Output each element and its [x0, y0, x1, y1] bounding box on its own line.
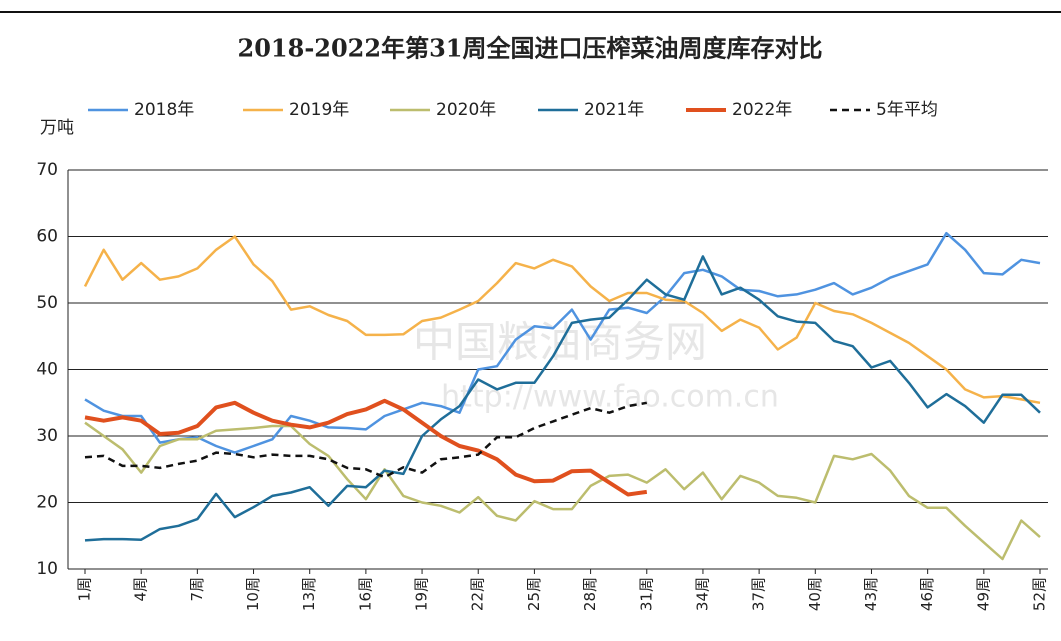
y-axis-label: 万吨	[40, 118, 74, 138]
y-tick-label: 60	[36, 227, 58, 247]
x-tick-label: 37周	[750, 577, 768, 611]
x-tick-label: 16周	[356, 577, 374, 611]
watermark: http://www.fao.com.cn	[441, 380, 779, 415]
legend-label: 2020年	[436, 100, 496, 120]
x-tick-label: 31周	[637, 577, 655, 611]
legend-label: 2018年	[134, 100, 194, 120]
y-tick-label: 50	[36, 293, 58, 313]
y-tick-label: 20	[36, 493, 58, 513]
chart-title: 2018-2022年第31周全国进口压榨菜油周度库存对比	[238, 34, 823, 63]
legend-label: 2022年	[732, 100, 792, 120]
y-tick-label: 40	[36, 360, 58, 380]
series-line	[84, 255, 1041, 542]
series-line	[83, 235, 1041, 405]
x-tick-label: 10周	[244, 577, 262, 611]
x-tick-label: 40周	[806, 577, 824, 611]
x-tick-label: 7周	[188, 577, 206, 602]
x-tick-label: 49周	[974, 577, 992, 611]
x-tick-label: 19周	[413, 577, 431, 611]
series-line	[84, 231, 1041, 454]
series-line	[84, 398, 648, 497]
y-tick-label: 30	[36, 426, 58, 446]
x-tick-label: 1周	[76, 577, 94, 602]
x-tick-label: 22周	[469, 577, 487, 611]
x-tick-label: 43周	[862, 577, 880, 611]
x-tick-label: 52周	[1031, 577, 1049, 611]
x-tick-label: 25周	[525, 577, 543, 611]
series-line	[84, 401, 648, 479]
legend-label: 2019年	[289, 100, 349, 120]
series-line	[84, 421, 1041, 561]
legend-label: 5年平均	[876, 100, 938, 120]
x-tick-label: 34周	[693, 577, 711, 611]
legend-label: 2021年	[584, 100, 644, 120]
x-tick-label: 28周	[581, 577, 599, 611]
y-tick-label: 10	[36, 559, 58, 579]
y-tick-label: 70	[36, 160, 58, 180]
x-tick-label: 4周	[132, 577, 150, 602]
x-tick-label: 13周	[300, 577, 318, 611]
x-tick-label: 46周	[918, 577, 936, 611]
